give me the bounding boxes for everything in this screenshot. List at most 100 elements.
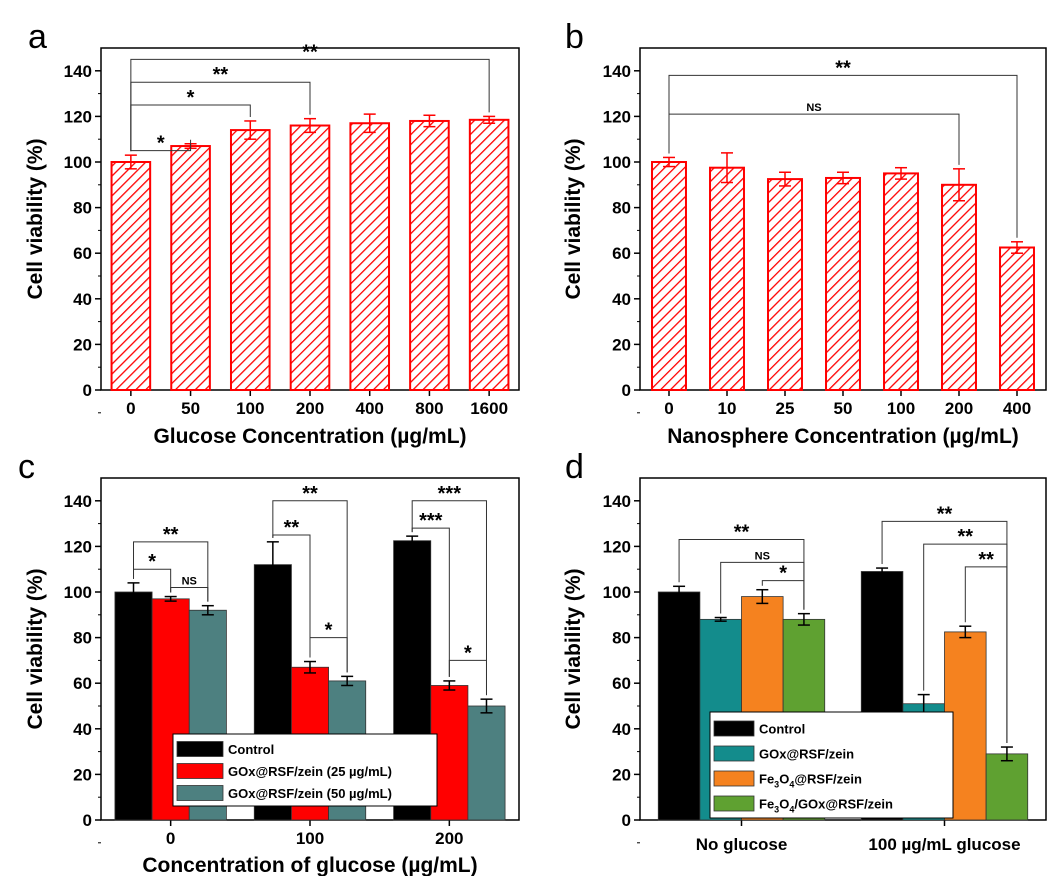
panel-label-c: c [18,448,35,486]
bar [170,145,211,391]
y-tick-label: 40 [612,290,631,309]
legend-label: Fe3O4@RSF/zein [759,772,862,790]
panel-label-a: a [28,18,47,56]
significance-label: ** [284,517,300,539]
significance-label: NS [755,550,770,562]
y-tick-label: 140 [603,62,631,81]
y-tick-label: 100 [603,153,631,172]
x-tick-label: 200 [945,399,973,418]
y-tick-label: 120 [64,537,92,556]
significance-bracket [133,541,209,602]
y-tick-label: 40 [73,290,92,309]
legend-label: GOx@RSF/zein (25 µg/mL) [228,764,392,779]
significance-label: ** [937,503,953,525]
significance-label: ** [213,64,229,86]
y-tick-label: 60 [73,674,92,693]
y-tick-label: 20 [73,765,92,784]
x-tick-label: 50 [834,399,853,418]
y-tick-label: 20 [612,765,631,784]
x-tick-label: 800 [415,399,443,418]
bar [767,178,803,391]
x-tick-label: 0 [664,399,673,418]
significance-label: ** [302,483,318,505]
y-tick-label: 20 [612,335,631,354]
significance-label: ** [835,57,851,79]
x-tick-label: 100 µg/mL glucose [868,835,1020,854]
plot-frame [639,477,1047,821]
y-tick-label: 40 [73,720,92,739]
y-axis-label: Cell viability (%) [24,138,47,299]
chart-panel-d: 0 20 40 60 80 100 120 140 Cell viability (%) No g… [562,477,1047,854]
legend-swatch [713,720,755,737]
significance-bracket [448,659,487,696]
legend-swatch [176,785,224,801]
bar [985,753,1029,821]
y-axis-label: Cell viability (%) [24,568,47,729]
chart-panel-a: 0 20 40 60 80 100 120 140 Cell viability (%) Gluc… [24,41,520,448]
x-axis-label: Concentration of glucose (µg/mL) [142,854,477,876]
bar [229,129,271,392]
bar [349,122,391,392]
legend-label: GOx@RSF/zein [759,747,854,762]
y-tick-label: 140 [64,492,92,511]
x-axis-label: Nanosphere Concentration (µg/mL) [667,425,1019,448]
significance-label: * [325,620,333,642]
y-tick-label: 0 [622,811,631,830]
y-tick-label: 120 [603,537,631,556]
x-tick-label: 0 [126,399,135,418]
significance-label: NS [182,575,197,587]
significance-bracket [309,637,348,673]
significance-bracket [272,500,348,673]
significance-label: ** [734,522,750,544]
y-tick-label: 80 [612,199,631,218]
y-axis-label: Cell viability (%) [562,568,585,729]
significance-label: ** [163,524,179,546]
significance-label: * [464,642,472,664]
y-tick-label: 0 [83,811,92,830]
significance-bracket [964,566,1008,744]
y-tick-label: 80 [612,629,631,648]
bar [110,161,152,391]
legend-swatch [176,763,224,779]
bar [409,119,450,392]
y-tick-label: 80 [73,629,92,648]
x-axis-label: Glucose Concentration (µg/mL) [153,425,466,448]
bar [468,118,510,391]
y-tick-label: 60 [612,244,631,263]
x-tick-label: 400 [356,399,384,418]
y-axis-label: Cell viability (%) [562,138,585,299]
significance-bracket [130,58,490,152]
x-tick-label: No glucose [696,835,788,854]
x-tick-label: 0 [166,829,175,848]
bar [651,161,687,391]
y-tick-label: 60 [73,244,92,263]
significance-label: * [779,563,787,585]
bar [709,166,745,391]
panel-label-d: d [565,448,584,486]
legend-swatch [713,745,755,762]
x-tick-label: 25 [776,399,795,418]
significance-bracket [668,113,960,165]
bar [114,591,153,821]
bar [825,176,861,391]
x-tick-label: 100 [887,399,915,418]
significance-label: * [148,551,156,573]
y-tick-label: 140 [64,62,92,81]
legend-label: Control [228,742,274,757]
bar [883,172,919,391]
y-tick-label: 80 [73,199,92,218]
legend-label: GOx@RSF/zein (50 µg/mL) [228,786,392,801]
significance-label: ** [978,549,994,571]
bar [999,246,1035,391]
x-tick-label: 200 [435,829,463,848]
significance-bracket [411,500,487,696]
significance-bracket [761,580,805,610]
y-tick-label: 120 [64,107,92,126]
x-tick-label: 1600 [470,399,508,418]
significance-label: ** [958,526,974,548]
y-tick-label: 100 [64,583,92,602]
significance-label: * [157,133,165,155]
y-tick-label: 140 [603,492,631,511]
